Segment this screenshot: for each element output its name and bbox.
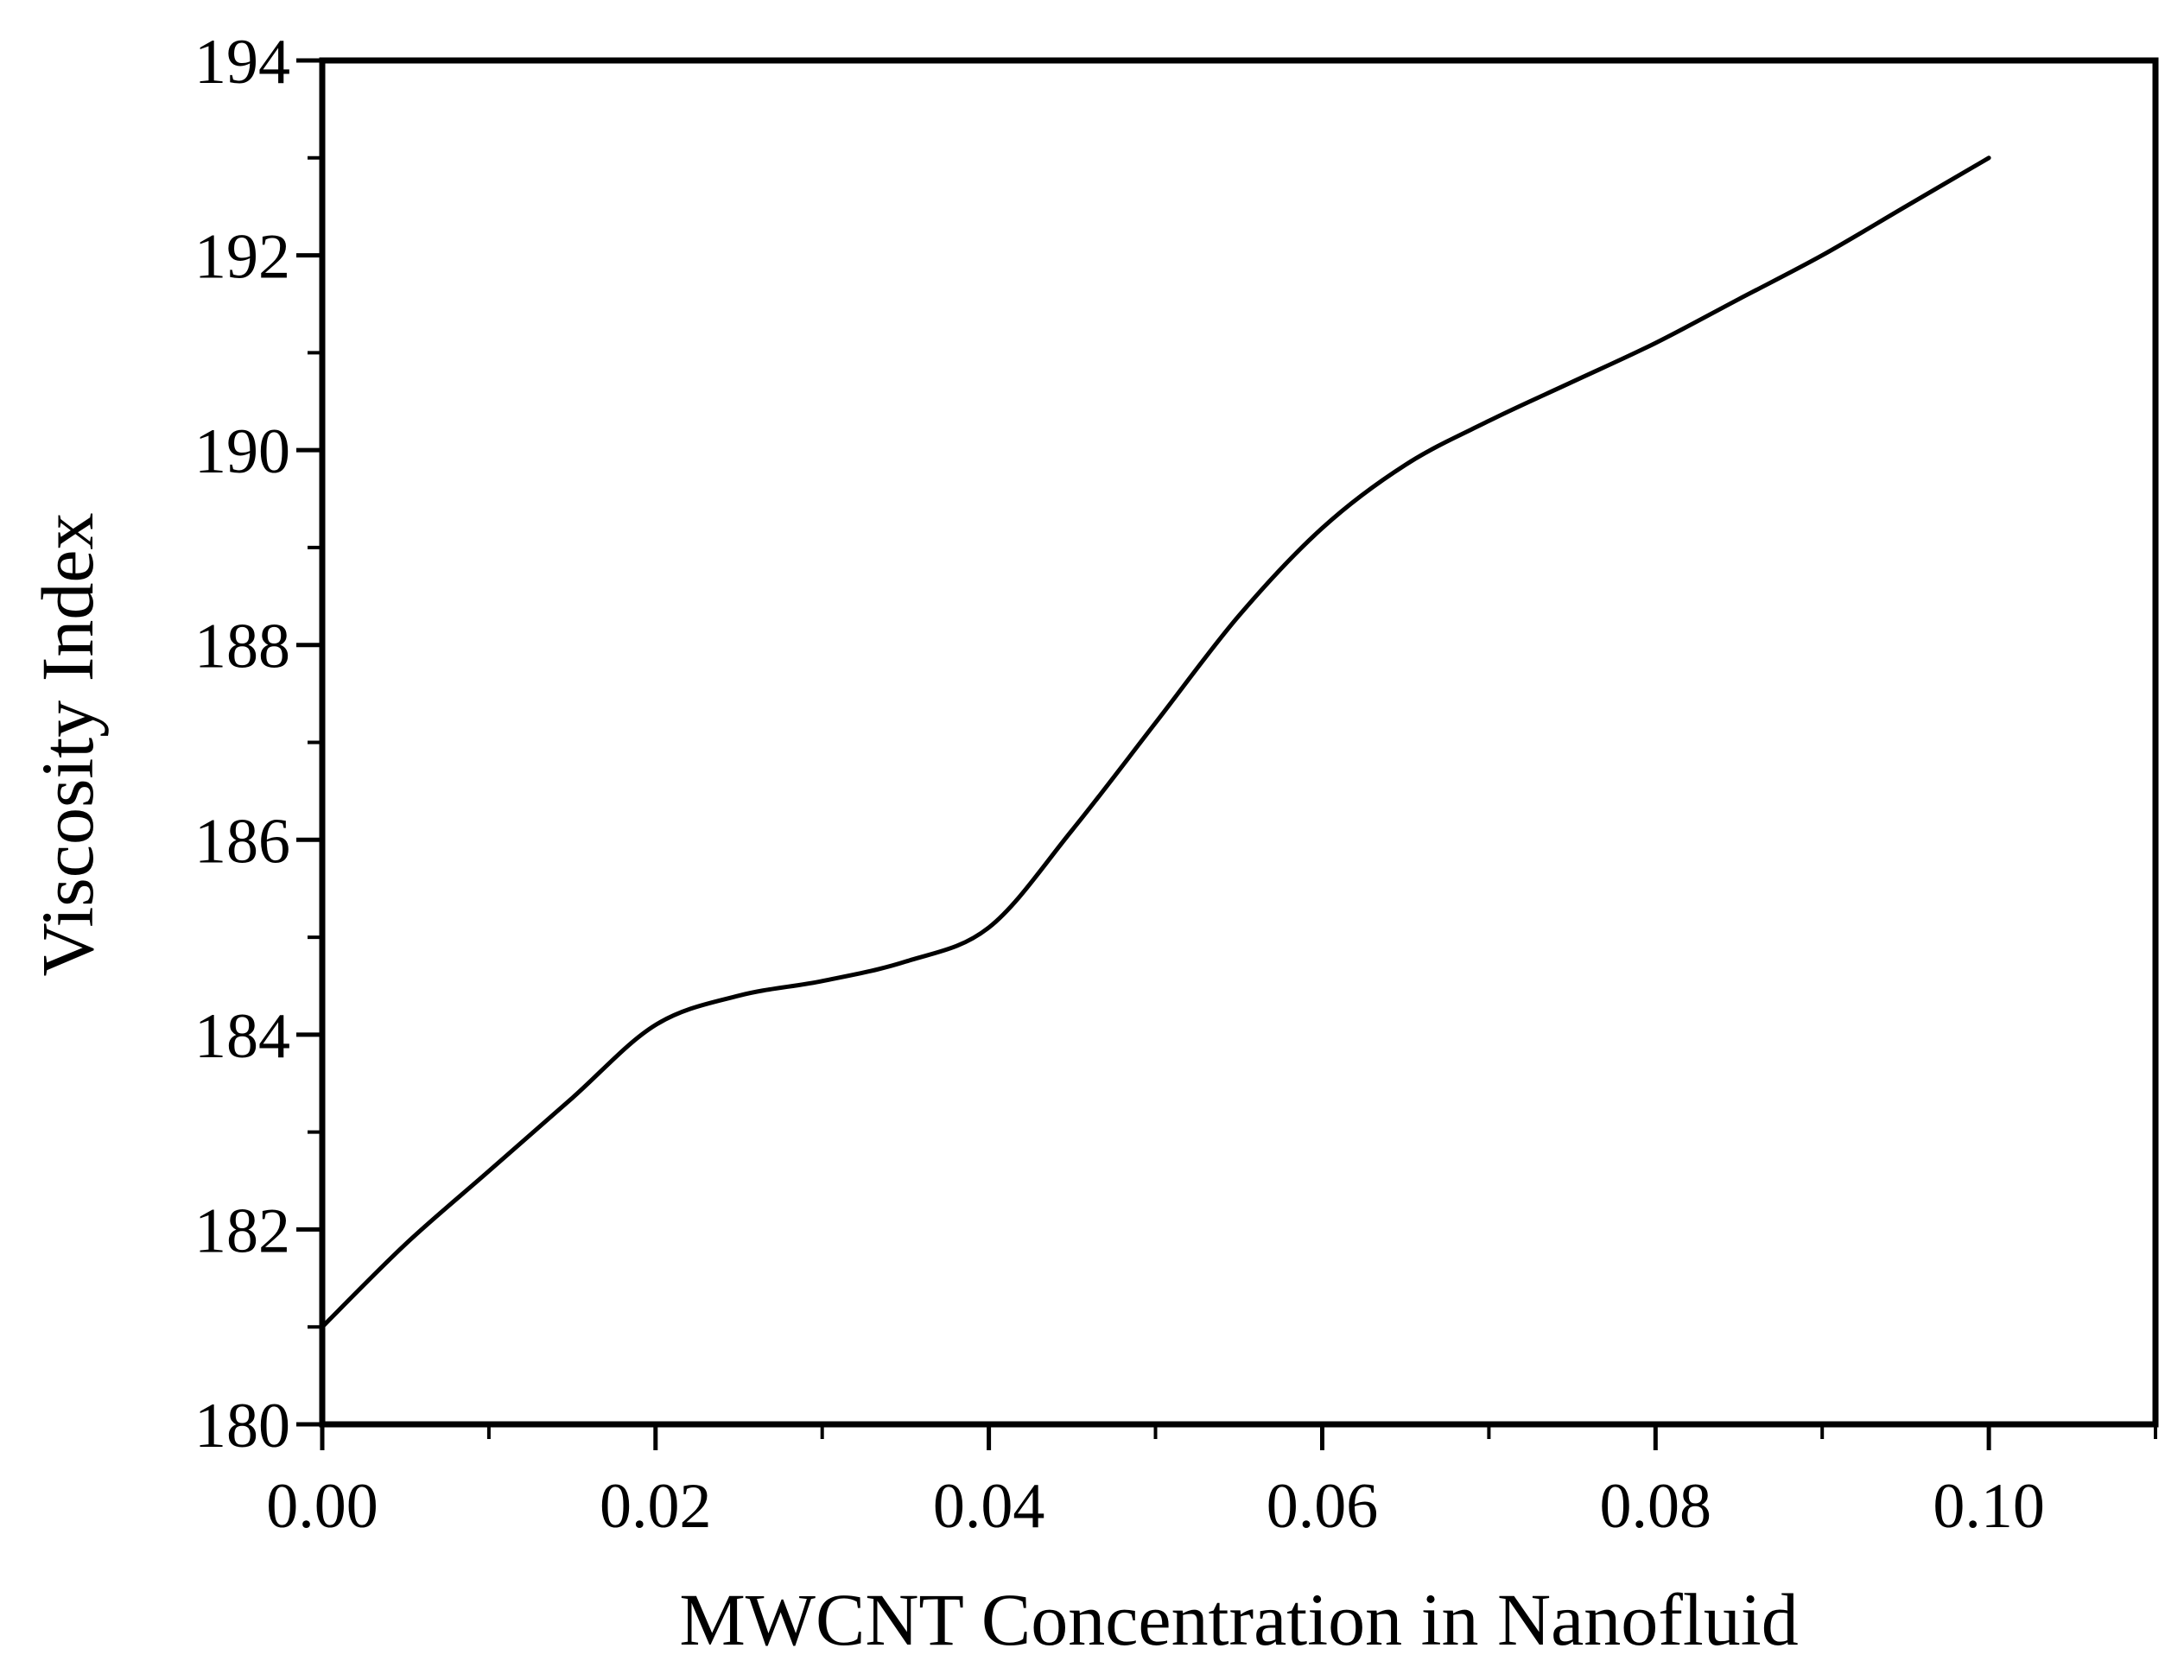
y-tick-label: 182 [194,1195,290,1266]
plot-frame [319,57,2159,1428]
x-tick-label: 0.08 [1600,1471,1712,1542]
x-tick-label: 0.00 [266,1471,378,1542]
y-tick-label: 188 [194,612,290,682]
data-curve [320,155,1991,1329]
y-tick-label: 192 [194,222,290,293]
x-tick-label: 0.06 [1267,1471,1379,1542]
x-tick-label: 0.02 [600,1471,712,1542]
y-tick-label: 180 [194,1391,290,1461]
y-axis-title: Viscosity Index [26,512,109,977]
y-tick-label: 190 [194,416,290,487]
y-tick-label: 194 [194,27,290,98]
y-tick-label: 184 [194,1001,290,1072]
x-tick-label: 0.10 [1933,1471,2045,1542]
y-tick-label: 186 [194,806,290,877]
x-axis-title: MWCNT Concentration in Nanofluid [679,1578,1799,1661]
x-tick-label: 0.04 [933,1471,1045,1542]
